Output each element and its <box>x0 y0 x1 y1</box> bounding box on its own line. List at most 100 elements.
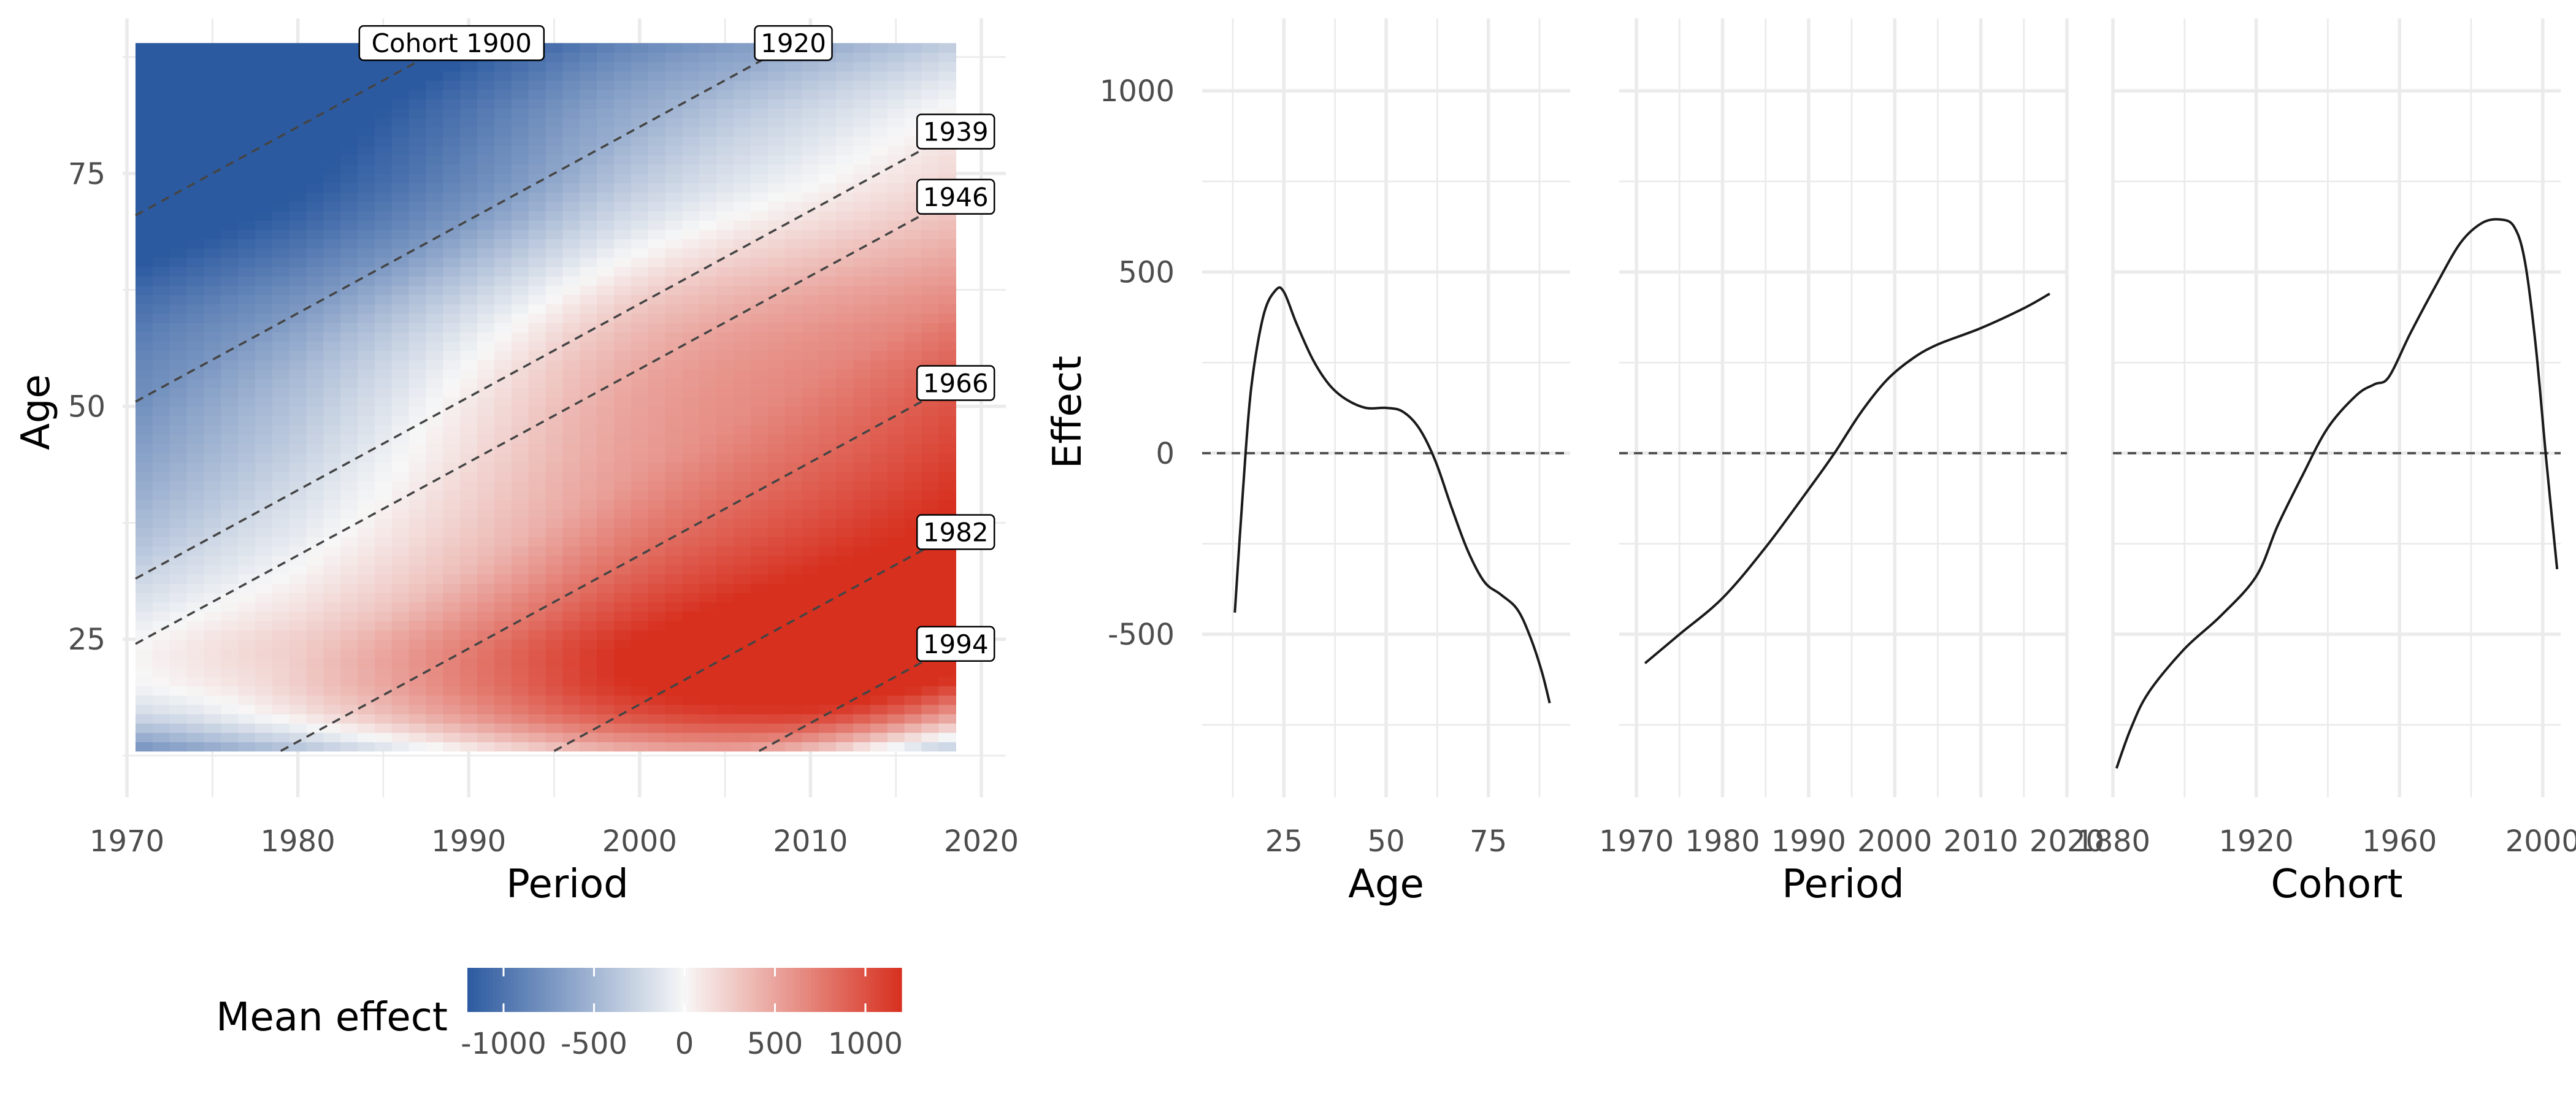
heatmap-cell <box>528 695 546 705</box>
heatmap-cell <box>272 117 290 128</box>
heatmap-cell <box>580 275 597 286</box>
heatmap-cell <box>716 322 734 332</box>
heatmap-cell <box>408 61 427 72</box>
heatmap-cell <box>391 145 410 156</box>
heatmap-cell <box>169 201 188 212</box>
heatmap-cell <box>306 304 324 314</box>
heatmap-cell <box>597 508 615 519</box>
heatmap-cell <box>272 527 290 537</box>
heatmap-cell <box>802 294 820 305</box>
heatmap-cell <box>750 229 769 239</box>
legend-color-step <box>840 968 845 1012</box>
heatmap-cell <box>272 52 290 63</box>
heatmap-cell <box>494 657 512 668</box>
heatmap-cell <box>562 518 581 528</box>
heatmap-cell <box>511 657 529 668</box>
heatmap-cell <box>358 695 375 705</box>
heatmap-cell <box>853 192 871 202</box>
heatmap-cell <box>323 61 342 72</box>
heatmap-cell <box>426 583 444 594</box>
heatmap-cell <box>426 201 444 212</box>
heatmap-cell <box>665 266 683 277</box>
heatmap-cell <box>186 266 205 277</box>
heatmap-cell <box>767 518 786 528</box>
legend-color-step <box>529 968 533 1012</box>
heatmap-cell <box>750 285 769 296</box>
legend-title: Mean effect <box>216 995 448 1040</box>
heatmap-cell <box>460 704 478 715</box>
heatmap-cell <box>887 294 905 305</box>
heatmap-cell <box>408 90 427 100</box>
heatmap-cell <box>323 471 342 481</box>
heatmap-cell <box>375 537 393 547</box>
heatmap-cell <box>323 415 342 426</box>
heatmap-cell <box>204 499 222 510</box>
heatmap-cell <box>426 481 444 491</box>
heatmap-cell <box>819 155 837 165</box>
heatmap-cell <box>460 313 478 323</box>
heatmap-cell <box>494 126 512 137</box>
heatmap-cell <box>562 676 581 686</box>
heatmap-cell <box>545 686 564 696</box>
heatmap-cell <box>135 136 153 147</box>
heatmap-cell <box>255 406 273 416</box>
heatmap-cell <box>836 210 854 221</box>
heatmap-cell <box>614 350 632 361</box>
heatmap-cell <box>580 713 597 724</box>
heatmap-cell <box>750 564 769 575</box>
heatmap-cell <box>562 313 581 323</box>
heatmap-cell <box>819 564 837 575</box>
legend-color-step <box>876 968 881 1012</box>
heatmap-cell <box>784 369 803 379</box>
heatmap-cell <box>375 294 393 305</box>
heatmap-cell <box>391 341 410 351</box>
heatmap-cell <box>221 257 239 267</box>
heatmap-cell <box>340 573 358 584</box>
heatmap-cell <box>528 304 546 314</box>
cohort-label-box <box>916 514 995 550</box>
heatmap-cell <box>186 667 205 677</box>
heatmap-cell <box>494 713 512 724</box>
heatmap-cell <box>597 573 615 584</box>
heatmap-cell <box>152 564 171 575</box>
heatmap-cell <box>802 499 820 510</box>
heatmap-cell <box>408 723 427 733</box>
heatmap-cell <box>340 611 358 621</box>
heatmap-cell <box>648 145 666 156</box>
heatmap-cell <box>408 164 427 174</box>
heatmap-cell <box>306 499 324 510</box>
heatmap-cell <box>340 415 358 426</box>
heatmap-cell <box>272 499 290 510</box>
heatmap-cell <box>186 304 205 314</box>
heatmap-cell <box>545 145 564 156</box>
heatmap-cell <box>648 90 666 100</box>
heatmap-cell <box>443 201 461 212</box>
heatmap-cell <box>323 332 342 342</box>
heatmap-cell <box>358 481 375 491</box>
heatmap-cell <box>375 378 393 388</box>
heatmap-cell <box>289 117 307 128</box>
heatmap-cell <box>135 462 153 472</box>
heatmap-cell <box>358 453 375 463</box>
heatmap-cell <box>716 388 734 398</box>
heatmap-cell <box>665 471 683 481</box>
heatmap-cell <box>545 304 564 314</box>
heatmap-cell <box>562 108 581 118</box>
heatmap-cell <box>597 555 615 565</box>
heatmap-cell <box>238 481 256 491</box>
heatmap-cell <box>819 471 837 481</box>
heatmap-cell <box>562 43 581 53</box>
heatmap-cell <box>767 285 786 296</box>
heatmap-cell <box>391 620 410 631</box>
heatmap-cell <box>186 415 205 426</box>
heatmap-cell <box>836 555 854 565</box>
heatmap-cell <box>734 620 751 631</box>
heatmap-cell <box>460 332 478 342</box>
heatmap-cell <box>460 294 478 305</box>
heatmap-cell <box>699 499 717 510</box>
heatmap-cell <box>135 657 153 668</box>
heatmap-cell <box>135 369 153 379</box>
heatmap-cell <box>784 546 803 556</box>
heatmap-cell <box>562 434 581 445</box>
heatmap-cell <box>255 424 273 435</box>
